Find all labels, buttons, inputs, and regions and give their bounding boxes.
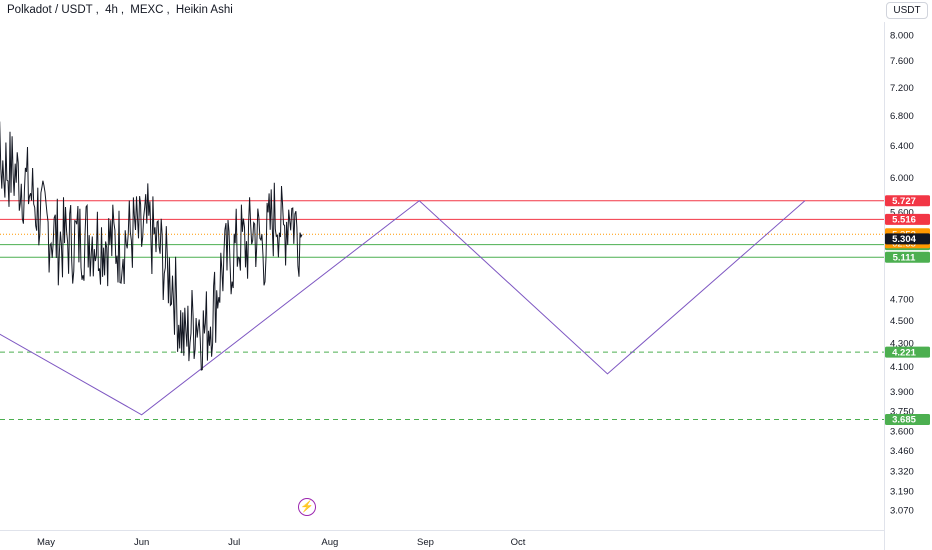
price-series bbox=[0, 121, 303, 371]
time-axis-ticks: May Jun Jul Aug Sep Oct bbox=[37, 537, 526, 548]
price-tick-label: 4.500 bbox=[890, 316, 914, 327]
time-axis[interactable] bbox=[0, 530, 884, 550]
price-tick-label: 7.200 bbox=[890, 83, 914, 94]
projection-line bbox=[0, 200, 806, 416]
time-tick-label: Jul bbox=[228, 537, 240, 548]
level-price-label: 5.727 bbox=[892, 196, 916, 207]
time-tick-label: Aug bbox=[321, 537, 338, 548]
symbol-name: Polkadot / USDT bbox=[7, 4, 93, 16]
price-tick-label: 3.070 bbox=[890, 506, 914, 517]
price-tick-label: 3.600 bbox=[890, 427, 914, 438]
price-tick-label: 5.600 bbox=[890, 207, 914, 218]
price-tick-label: 6.400 bbox=[890, 141, 914, 152]
chart-title: Polkadot / USDT, 4h, MEXC, Heikin Ashi bbox=[7, 4, 233, 16]
time-tick-label: May bbox=[37, 537, 55, 548]
projection-path bbox=[0, 200, 806, 416]
price-tick-label: 4.100 bbox=[890, 362, 914, 373]
price-tick-label: 3.460 bbox=[890, 446, 914, 457]
interval: 4h bbox=[105, 4, 118, 16]
price-axis-ticks: 8.000 7.600 7.200 6.800 6.400 6.000 5.600 4.700… bbox=[890, 31, 914, 517]
price-tick-label: 6.000 bbox=[890, 173, 914, 184]
time-tick-label: Sep bbox=[417, 537, 434, 548]
price-tick-label: 4.300 bbox=[890, 338, 914, 349]
time-tick-label: Jun bbox=[134, 537, 149, 548]
chart-style: Heikin Ashi bbox=[175, 4, 233, 16]
price-tick-label: 3.750 bbox=[890, 406, 914, 417]
price-tick-label: 7.600 bbox=[890, 56, 914, 67]
price-tick-label: 4.700 bbox=[890, 294, 914, 305]
level-price-label-bg bbox=[885, 251, 930, 263]
level-price-label-bg bbox=[885, 213, 930, 225]
level-price-label: 5.111 bbox=[893, 253, 916, 264]
currency-button[interactable]: USDT bbox=[886, 2, 928, 19]
price-tick-label: 3.320 bbox=[890, 467, 914, 478]
lightning-icon[interactable]: ⚡ bbox=[298, 498, 316, 516]
level-price-label-bg bbox=[885, 413, 930, 425]
price-tick-label: 3.190 bbox=[890, 486, 914, 497]
price-axis-labels: 5.7275.5165.2425.1114.2213.6855.35302:35… bbox=[885, 195, 930, 426]
price-tick-label: 6.800 bbox=[890, 111, 914, 122]
price-tick-label: 8.000 bbox=[890, 31, 914, 42]
last-price-label-bg bbox=[885, 233, 930, 245]
price-tick-label: 3.900 bbox=[890, 387, 914, 398]
level-price-label-bg bbox=[885, 346, 930, 358]
level-price-label: 4.221 bbox=[892, 347, 916, 358]
time-tick-label: Oct bbox=[511, 537, 526, 548]
price-line bbox=[0, 121, 303, 371]
level-price-label-bg bbox=[885, 195, 930, 207]
level-price-label: 3.685 bbox=[892, 415, 916, 426]
last-price-label: 5.304 bbox=[892, 234, 916, 245]
exchange: MEXC bbox=[130, 4, 164, 16]
price-axis[interactable] bbox=[884, 22, 932, 550]
level-price-label: 5.516 bbox=[892, 215, 916, 226]
